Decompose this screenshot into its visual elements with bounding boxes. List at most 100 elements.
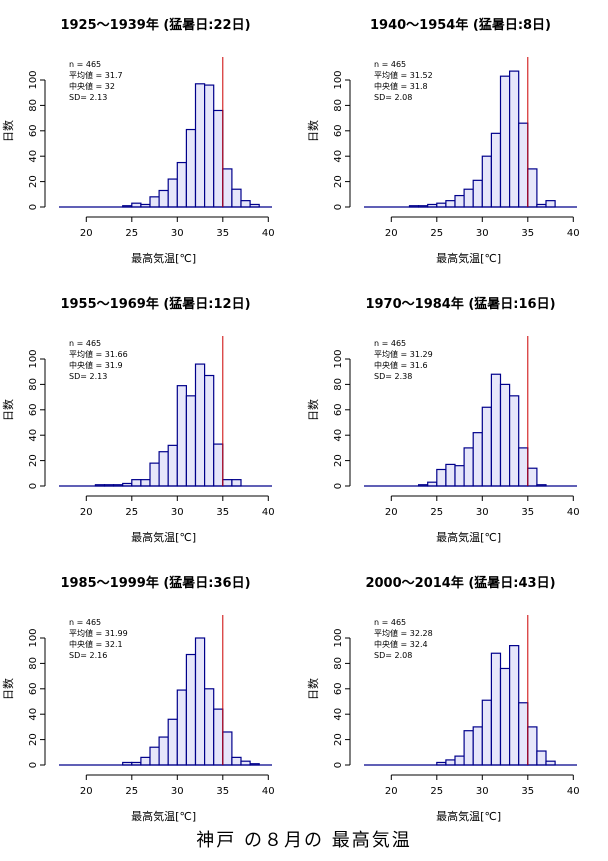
histogram-bar — [158, 189, 169, 208]
y-tick-label: 80 — [28, 657, 39, 670]
x-axis-label: 最高気温[℃] — [436, 251, 501, 265]
histogram-bar — [213, 708, 224, 766]
x-tick-label: 30 — [171, 786, 184, 797]
histogram-bar — [167, 444, 178, 487]
x-tick-label: 40 — [262, 228, 275, 239]
x-axis-label: 最高気温[℃] — [131, 809, 196, 823]
x-tick-label: 40 — [567, 786, 580, 797]
histogram-bar — [240, 200, 251, 208]
histogram-bar — [167, 718, 178, 766]
histogram-bar — [194, 637, 206, 766]
y-tick-label: 40 — [28, 150, 39, 163]
panel-title: 1940～1954年 (猛暑日:8日) — [370, 17, 551, 33]
histogram-bar — [527, 467, 538, 487]
histogram-bar — [167, 178, 178, 208]
histogram-panel-6: 2000～2014年 (猛暑日:43日) 0 20 40 60 80 100 日数 20 25 30… — [307, 575, 580, 823]
x-tick-label: 20 — [80, 228, 93, 239]
stats-line: n = 465 — [69, 339, 101, 348]
x-tick-label: 20 — [80, 507, 93, 518]
y-tick-label: 100 — [28, 349, 39, 368]
figure-caption: 神戸 の８月の 最高気温 — [196, 830, 412, 851]
histogram-bar — [536, 750, 547, 766]
y-axis-label: 日数 — [307, 678, 320, 700]
histogram-bar — [204, 374, 215, 487]
x-tick-label: 30 — [171, 507, 184, 518]
histogram-bar — [436, 468, 447, 487]
histogram-bar — [463, 730, 474, 766]
histogram-bar — [194, 83, 206, 208]
histogram-bar — [481, 699, 492, 766]
histogram-bar — [445, 200, 456, 208]
y-tick-label: 0 — [28, 762, 39, 768]
x-tick-label: 20 — [385, 786, 398, 797]
histogram-bar — [194, 363, 206, 487]
y-tick-label: 0 — [333, 483, 344, 489]
y-tick-label: 0 — [333, 762, 344, 768]
stats-line: SD= 2.13 — [69, 93, 107, 102]
panel-title: 1970～1984年 (猛暑日:16日) — [365, 296, 555, 312]
x-tick-label: 25 — [125, 786, 138, 797]
y-tick-label: 100 — [28, 70, 39, 89]
histogram-bar — [140, 756, 151, 766]
stats-line: 中央値 = 31.8 — [374, 81, 428, 91]
x-axis-label: 最高気温[℃] — [131, 530, 196, 544]
stats-line: 平均値 = 32.28 — [374, 628, 433, 638]
histogram-bar — [185, 395, 197, 487]
histogram-bar — [222, 168, 233, 208]
y-tick-label: 60 — [28, 682, 39, 695]
histogram-bar — [445, 463, 456, 487]
histogram-panel-5: 1985～1999年 (猛暑日:36日) 0 20 40 60 80 100 日数 20 25 30… — [2, 575, 275, 823]
y-tick-label: 60 — [333, 124, 344, 137]
y-tick-label: 0 — [333, 204, 344, 210]
histogram-bar — [222, 479, 233, 487]
y-tick-label: 80 — [333, 378, 344, 391]
stats-line: n = 465 — [374, 60, 406, 69]
stats-line: 平均値 = 31.29 — [374, 349, 433, 359]
x-tick-label: 25 — [430, 228, 443, 239]
histogram-bar — [490, 373, 502, 487]
stats-line: n = 465 — [374, 339, 406, 348]
histogram-bar — [231, 756, 242, 766]
x-tick-label: 35 — [521, 786, 534, 797]
x-axis-label: 最高気温[℃] — [436, 530, 501, 544]
histogram-bar — [518, 447, 529, 487]
x-tick-label: 25 — [125, 228, 138, 239]
y-tick-label: 80 — [333, 99, 344, 112]
x-tick-label: 35 — [521, 228, 534, 239]
histogram-bar — [509, 395, 520, 487]
stats-line: SD= 2.13 — [69, 372, 107, 381]
x-tick-label: 35 — [216, 786, 229, 797]
histogram-bar — [472, 432, 483, 487]
stats-line: n = 465 — [69, 60, 101, 69]
histogram-bar — [545, 200, 556, 208]
histogram-bar — [149, 462, 160, 487]
histogram-bar — [509, 70, 520, 208]
stats-line: 中央値 = 31.9 — [69, 360, 123, 370]
histogram-bar — [158, 736, 169, 766]
x-tick-label: 35 — [216, 507, 229, 518]
stats-line: SD= 2.16 — [69, 651, 107, 660]
histogram-bar — [213, 109, 224, 208]
histogram-bar — [204, 688, 215, 766]
y-tick-label: 20 — [28, 454, 39, 467]
y-tick-label: 100 — [333, 70, 344, 89]
x-tick-label: 20 — [80, 786, 93, 797]
y-tick-label: 60 — [333, 682, 344, 695]
x-tick-label: 40 — [567, 228, 580, 239]
y-axis-label: 日数 — [2, 678, 15, 700]
y-tick-label: 0 — [28, 204, 39, 210]
y-axis-label: 日数 — [2, 399, 15, 421]
histogram-bar — [481, 406, 492, 487]
y-axis-label: 日数 — [2, 120, 15, 142]
histogram-panel-2: 1940～1954年 (猛暑日:8日) 0 20 40 60 80 100 日数 20 25 30 3… — [307, 17, 580, 265]
histogram-bar — [472, 726, 483, 766]
panel-title: 1985～1999年 (猛暑日:36日) — [60, 575, 250, 591]
histogram-bar — [454, 194, 465, 208]
y-tick-label: 20 — [333, 175, 344, 188]
y-tick-label: 40 — [333, 429, 344, 442]
panel-title: 2000～2014年 (猛暑日:43日) — [365, 575, 555, 591]
x-tick-label: 30 — [476, 786, 489, 797]
panel-title: 1925～1939年 (猛暑日:22日) — [60, 17, 250, 33]
histogram-bar — [499, 75, 511, 208]
y-tick-label: 40 — [333, 150, 344, 163]
